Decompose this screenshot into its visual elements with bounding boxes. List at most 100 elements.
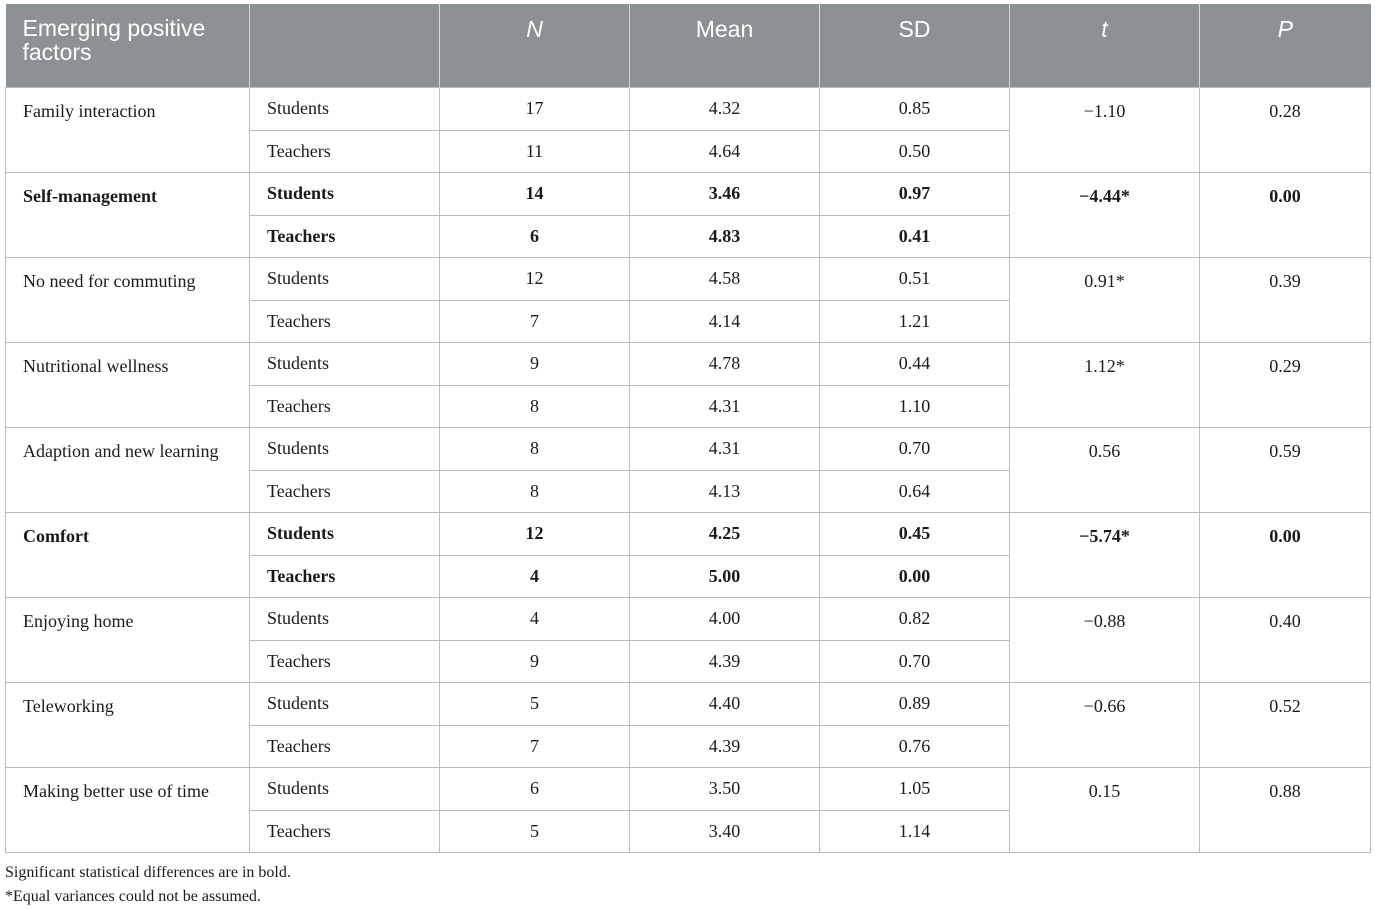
group-cell: Teachers — [249, 214, 440, 258]
sd-cell: 0.64 — [819, 469, 1010, 513]
sd-cell: 0.51 — [819, 257, 1010, 301]
group-cell: Students — [249, 512, 440, 556]
header-t: t — [1009, 4, 1200, 88]
factor-cell: Family interaction — [5, 87, 250, 173]
table-row: Enjoying home Students 4 4.00 0.82 −0.88 0.40 — [5, 597, 1371, 683]
p-cell: 0.39 — [1199, 257, 1371, 343]
factor-cell: Making better use of time — [5, 767, 250, 853]
group-cell: Teachers — [249, 129, 440, 173]
mean-cell: 4.39 — [629, 639, 820, 683]
n-cell: 5 — [439, 809, 630, 853]
group-cell: Students — [249, 172, 440, 216]
table-row: Teachers 8 4.31 1.10 — [6, 384, 1371, 428]
sd-cell: 1.10 — [819, 384, 1010, 428]
p-cell: 0.40 — [1199, 597, 1371, 683]
sd-cell: 1.05 — [819, 767, 1010, 811]
mean-cell: 5.00 — [629, 554, 820, 598]
p-cell: 0.00 — [1199, 512, 1371, 598]
header-row: Emerging positive factors N Mean SD t P — [5, 4, 1371, 88]
p-cell: 0.00 — [1199, 172, 1371, 258]
group-cell: Teachers — [249, 469, 440, 513]
group-cell: Teachers — [249, 554, 440, 598]
n-cell: 4 — [439, 554, 630, 598]
n-cell: 8 — [439, 427, 630, 471]
table-row: Teachers 7 4.14 1.21 — [6, 299, 1371, 343]
table-row: Teachers 7 4.39 0.76 — [6, 724, 1371, 768]
note-variance: *Equal variances could not be assumed. — [5, 888, 261, 905]
p-cell: 0.29 — [1199, 342, 1371, 428]
header-n: N — [439, 4, 630, 88]
group-cell: Teachers — [249, 299, 440, 343]
table-row: Teachers 11 4.64 0.50 — [6, 129, 1371, 173]
group-cell: Teachers — [249, 809, 440, 853]
mean-cell: 4.32 — [629, 87, 820, 131]
t-cell: −0.88 — [1009, 597, 1200, 683]
n-cell: 11 — [439, 129, 630, 173]
mean-cell: 3.50 — [629, 767, 820, 811]
p-cell: 0.28 — [1199, 87, 1371, 173]
factor-cell: Adaption and new learning — [5, 427, 250, 513]
sd-cell: 0.89 — [819, 682, 1010, 726]
header-p: P — [1199, 4, 1371, 88]
table-container: Emerging positive factors N Mean SD t P … — [5, 4, 1371, 909]
group-cell: Teachers — [249, 724, 440, 768]
t-cell: −1.10 — [1009, 87, 1200, 173]
sd-cell: 1.21 — [819, 299, 1010, 343]
mean-cell: 3.40 — [629, 809, 820, 853]
table-row: Making better use of time Students 6 3.50 1.… — [5, 767, 1371, 853]
mean-cell: 4.14 — [629, 299, 820, 343]
mean-cell: 4.64 — [629, 129, 820, 173]
table-row: Adaption and new learning Students 8 4.31 0.… — [5, 427, 1371, 513]
t-cell: 0.56 — [1009, 427, 1200, 513]
mean-cell: 4.13 — [629, 469, 820, 513]
header-mean: Mean — [629, 4, 820, 88]
table-row: Nutritional wellness Students 9 4.78 0.44 1.1… — [5, 342, 1371, 428]
sd-cell: 0.82 — [819, 597, 1010, 641]
mean-cell: 4.00 — [629, 597, 820, 641]
sd-cell: 0.97 — [819, 172, 1010, 216]
note-bold: Significant statistical differences are … — [5, 864, 291, 881]
factor-cell: No need for commuting — [5, 257, 250, 343]
factor-cell: Enjoying home — [5, 597, 250, 683]
sd-cell: 0.44 — [819, 342, 1010, 386]
mean-cell: 4.58 — [629, 257, 820, 301]
factor-cell: Nutritional wellness — [5, 342, 250, 428]
table-row: Teachers 4 5.00 0.00 — [6, 554, 1371, 598]
group-cell: Students — [249, 597, 440, 641]
table-notes: Significant statistical differences are … — [5, 861, 1370, 909]
sd-cell: 0.76 — [819, 724, 1010, 768]
sd-cell: 1.14 — [819, 809, 1010, 853]
n-cell: 6 — [439, 767, 630, 811]
group-cell: Students — [249, 87, 440, 131]
header-factor: Emerging positive factors — [5, 4, 250, 88]
p-cell: 0.52 — [1199, 682, 1371, 768]
factor-cell: Comfort — [5, 512, 250, 598]
group-cell: Students — [249, 682, 440, 726]
group-cell: Students — [249, 257, 440, 301]
t-cell: 1.12* — [1009, 342, 1200, 428]
t-cell: −0.66 — [1009, 682, 1200, 768]
n-cell: 7 — [439, 299, 630, 343]
mean-cell: 4.25 — [629, 512, 820, 556]
statistics-table: Emerging positive factors N Mean SD t P … — [5, 4, 1371, 853]
table-row: Teachers 8 4.13 0.64 — [6, 469, 1371, 513]
sd-cell: 0.70 — [819, 427, 1010, 471]
n-cell: 9 — [439, 342, 630, 386]
sd-cell: 0.41 — [819, 214, 1010, 258]
t-cell: −4.44* — [1009, 172, 1200, 258]
n-cell: 6 — [439, 214, 630, 258]
n-cell: 14 — [439, 172, 630, 216]
mean-cell: 4.83 — [629, 214, 820, 258]
factor-cell: Teleworking — [5, 682, 250, 768]
n-cell: 9 — [439, 639, 630, 683]
n-cell: 7 — [439, 724, 630, 768]
mean-cell: 4.31 — [629, 384, 820, 428]
sd-cell: 0.85 — [819, 87, 1010, 131]
table-row: Self-management Students 14 3.46 0.97 −4.44* 0… — [5, 172, 1371, 258]
factor-cell: Self-management — [5, 172, 250, 258]
group-cell: Students — [249, 767, 440, 811]
table-row: No need for commuting Students 12 4.58 0.51 0… — [5, 257, 1371, 343]
group-cell: Teachers — [249, 384, 440, 428]
mean-cell: 4.39 — [629, 724, 820, 768]
table-body: Family interaction Students 17 4.32 0.85 −1.1… — [5, 87, 1371, 853]
